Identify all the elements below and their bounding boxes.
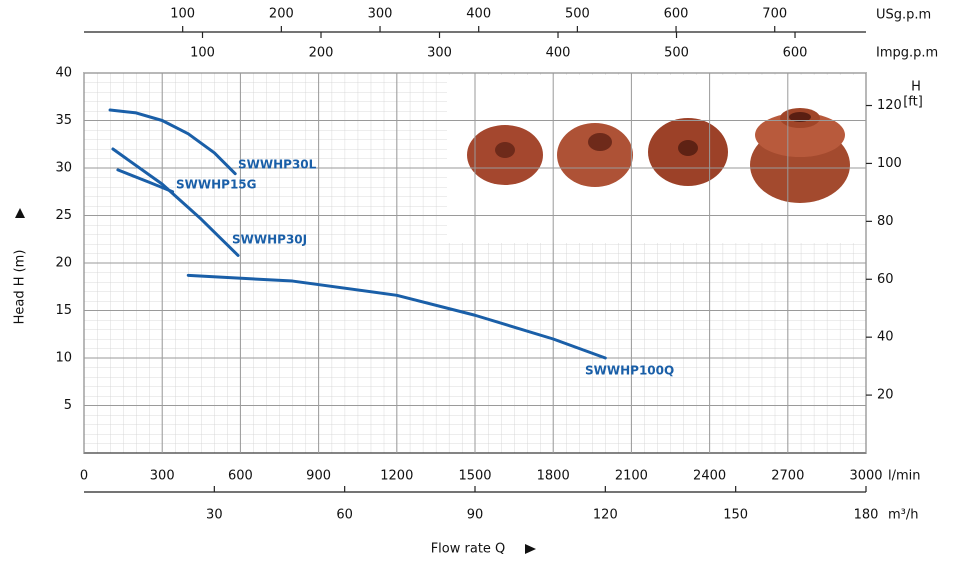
y2-tick-label: 60 bbox=[877, 272, 894, 287]
curve bbox=[108, 108, 237, 176]
curve-label: SWWHP100Q bbox=[585, 364, 674, 378]
x-tick-label: 300 bbox=[150, 469, 175, 484]
x-tick-label: 600 bbox=[664, 7, 689, 22]
y-tick-label: 10 bbox=[55, 351, 72, 366]
y-tick-label: 20 bbox=[55, 256, 72, 271]
x-tick-label: 300 bbox=[368, 7, 393, 22]
x-unit: Impg.p.m bbox=[876, 46, 938, 61]
x-tick-label: 30 bbox=[206, 508, 223, 523]
x-axis-title: Flow rate Q bbox=[431, 542, 506, 557]
x-tick-label: 700 bbox=[762, 7, 787, 22]
y2-tick-label: 40 bbox=[877, 330, 894, 345]
x-unit: USg.p.m bbox=[876, 8, 931, 23]
x-tick-label: 150 bbox=[723, 508, 748, 523]
x-tick-label: 180 bbox=[854, 508, 879, 523]
x-tick-label: 300 bbox=[427, 46, 452, 61]
x-tick-label: 500 bbox=[664, 46, 689, 61]
y2-tick-label: 120 bbox=[877, 98, 902, 113]
curve bbox=[116, 168, 175, 194]
x-tick-label: 1200 bbox=[380, 469, 413, 484]
y-tick-label: 35 bbox=[55, 113, 72, 128]
x-tick-label: 0 bbox=[80, 469, 88, 484]
impeller-photos bbox=[447, 75, 866, 243]
y2-tick-label: 20 bbox=[877, 388, 894, 403]
x-tick-label: 2400 bbox=[693, 469, 726, 484]
x-tick-label: 3000 bbox=[849, 469, 882, 484]
curve-label: SWWHP30L bbox=[238, 158, 317, 172]
x-tick-label: 200 bbox=[269, 7, 294, 22]
x-tick-label: 60 bbox=[336, 508, 353, 523]
x-unit: l/min bbox=[888, 469, 921, 484]
x-tick-label: 1500 bbox=[458, 469, 491, 484]
x-tick-label: 90 bbox=[467, 508, 484, 523]
x-tick-label: 120 bbox=[593, 508, 618, 523]
x-tick-label: 600 bbox=[228, 469, 253, 484]
x-tick-label: 400 bbox=[546, 46, 571, 61]
y2-title: H bbox=[911, 80, 921, 95]
curve-label: SWWHP30J bbox=[232, 233, 307, 247]
y-tick-label: 15 bbox=[55, 303, 72, 318]
y-tick-label: 40 bbox=[55, 66, 72, 81]
x-tick-label: 600 bbox=[783, 46, 808, 61]
x-arrow bbox=[525, 544, 536, 554]
curve bbox=[111, 147, 240, 257]
x-tick-label: 400 bbox=[466, 7, 491, 22]
y-arrow bbox=[15, 208, 25, 218]
x-tick-label: 100 bbox=[190, 46, 215, 61]
x-tick-label: 100 bbox=[170, 7, 195, 22]
y2-title: [ft] bbox=[903, 95, 923, 110]
curve bbox=[186, 273, 607, 360]
y2-tick-label: 100 bbox=[877, 156, 902, 171]
y2-tick-label: 80 bbox=[877, 214, 894, 229]
x-tick-label: 500 bbox=[565, 7, 590, 22]
x-tick-label: 900 bbox=[306, 469, 331, 484]
y-tick-label: 5 bbox=[64, 398, 72, 413]
y-axis-title: Head H (m) bbox=[13, 250, 28, 325]
y-tick-label: 30 bbox=[55, 161, 72, 176]
x-tick-label: 200 bbox=[309, 46, 334, 61]
x-tick-label: 1800 bbox=[537, 469, 570, 484]
x-tick-label: 2700 bbox=[771, 469, 804, 484]
curve-label: SWWHP15G bbox=[176, 178, 257, 192]
y-tick-label: 25 bbox=[55, 208, 72, 223]
x-unit: m³/h bbox=[888, 508, 919, 523]
x-tick-label: 2100 bbox=[615, 469, 648, 484]
